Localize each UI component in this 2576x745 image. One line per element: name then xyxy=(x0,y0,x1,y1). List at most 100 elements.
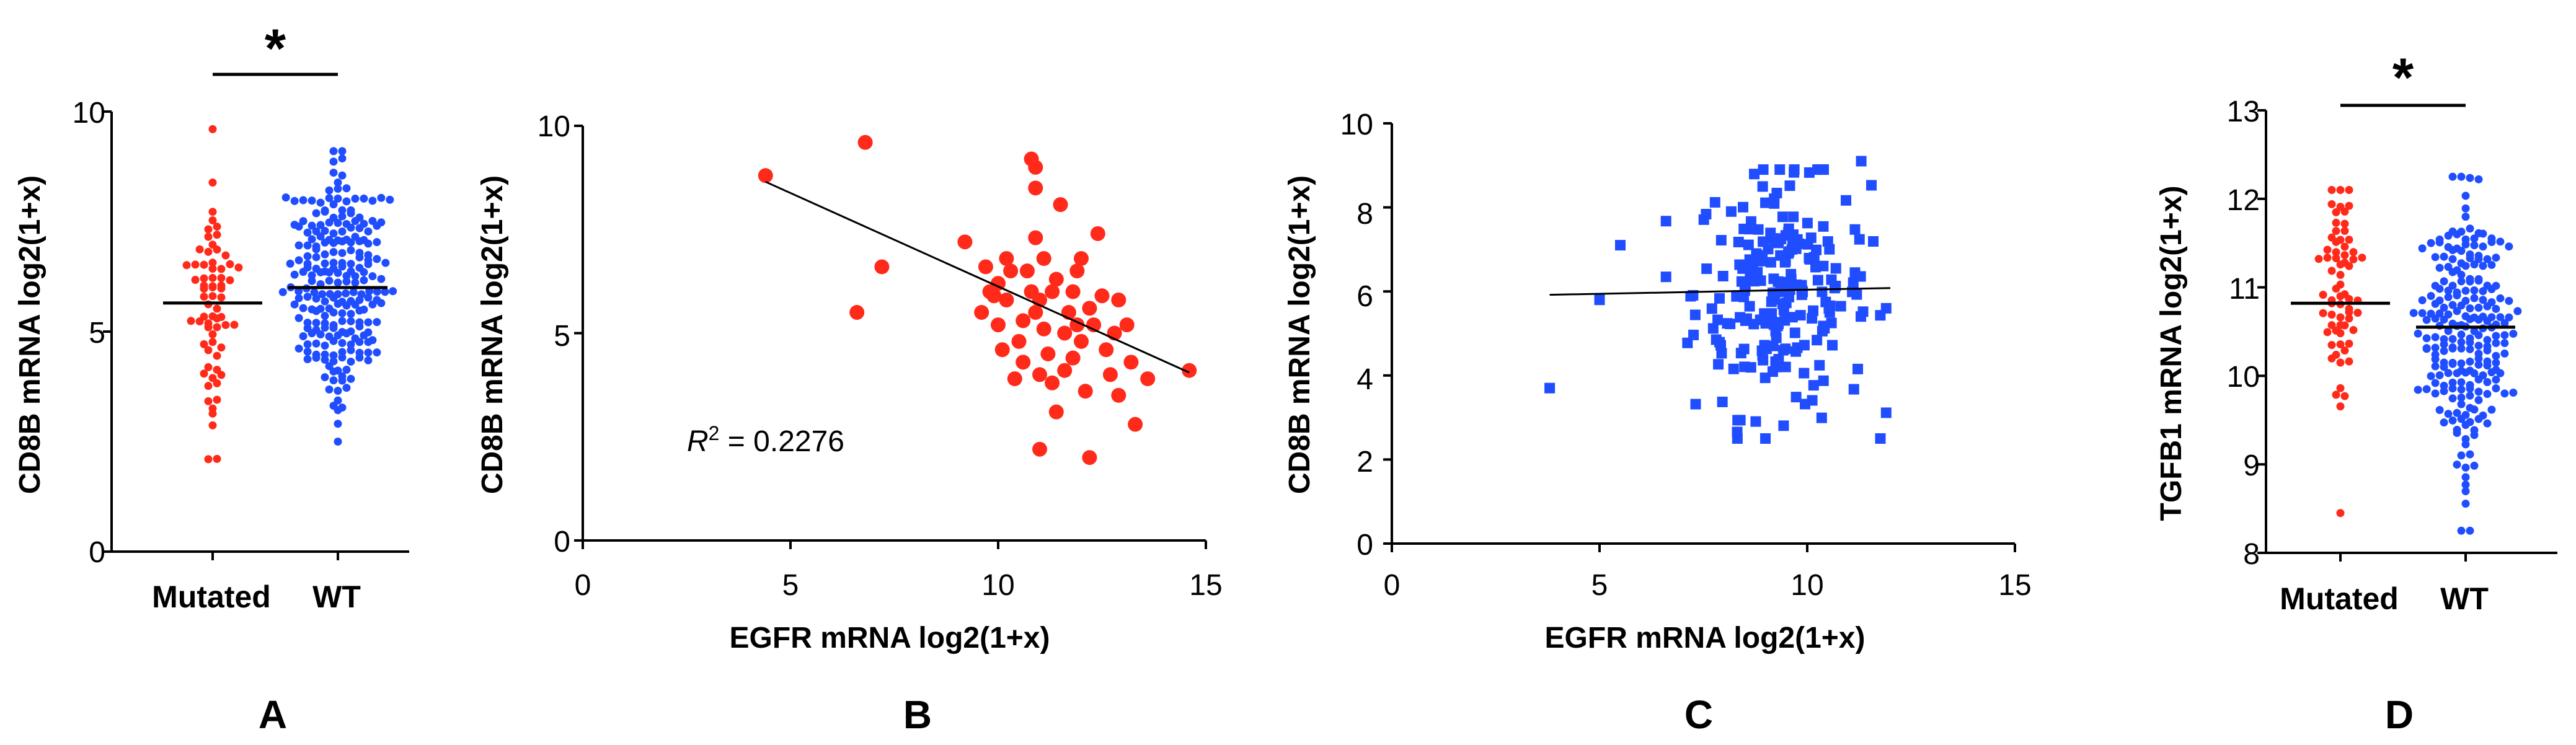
data-point xyxy=(1748,319,1759,330)
panel-d-medians xyxy=(2291,301,2515,329)
data-point xyxy=(2440,418,2448,427)
panel-a-chart: 0 5 10 Mutated WT CD8B mRNA log2(1+x) * xyxy=(14,17,409,614)
data-point xyxy=(2448,416,2457,425)
data-point xyxy=(2448,384,2457,393)
data-point xyxy=(290,270,299,279)
data-point xyxy=(2431,343,2440,352)
data-point xyxy=(2470,405,2479,414)
data-point xyxy=(294,314,303,322)
data-point xyxy=(2457,451,2466,460)
data-point xyxy=(991,317,1006,333)
data-point xyxy=(364,293,373,302)
data-point xyxy=(2431,389,2440,398)
data-point xyxy=(1857,306,1869,317)
data-point xyxy=(2466,345,2474,353)
panel-b-fit-line xyxy=(765,180,1190,374)
data-point xyxy=(204,225,213,234)
data-point xyxy=(1032,367,1047,382)
data-point xyxy=(364,318,373,327)
data-point xyxy=(2332,227,2340,236)
data-point xyxy=(2466,391,2474,400)
data-point xyxy=(1826,274,1837,285)
data-point xyxy=(377,275,386,283)
data-point xyxy=(386,195,394,204)
data-point xyxy=(2500,319,2509,327)
data-point xyxy=(1759,340,1770,351)
data-point xyxy=(2461,240,2470,249)
data-point xyxy=(1795,310,1806,321)
data-point xyxy=(1775,279,1786,290)
data-point xyxy=(1735,348,1746,359)
data-point xyxy=(2327,200,2336,208)
data-point xyxy=(1682,337,1693,348)
data-point xyxy=(351,272,360,281)
data-point xyxy=(1780,255,1791,267)
data-point xyxy=(1758,236,1769,247)
data-point xyxy=(2457,172,2466,181)
panel-d-ytick-0: 8 xyxy=(2243,538,2260,571)
data-point xyxy=(1818,221,1829,232)
data-point xyxy=(974,305,989,320)
data-point xyxy=(303,355,312,363)
data-point xyxy=(195,317,204,325)
data-point xyxy=(2332,208,2340,216)
data-point xyxy=(2466,253,2474,262)
panel-d-category-wt: WT xyxy=(2440,581,2489,616)
data-point xyxy=(334,178,342,187)
data-point xyxy=(338,237,347,246)
data-point xyxy=(2474,276,2483,285)
panel-b-points xyxy=(758,134,1197,465)
data-point xyxy=(2336,292,2345,301)
data-point xyxy=(1792,234,1803,245)
data-point xyxy=(334,420,342,428)
data-point xyxy=(204,247,213,256)
data-point xyxy=(1094,288,1110,304)
data-point xyxy=(230,320,239,329)
data-point xyxy=(2509,389,2518,397)
data-point xyxy=(329,200,338,209)
data-point xyxy=(2500,339,2509,348)
data-point xyxy=(2492,304,2500,313)
data-point xyxy=(312,294,321,303)
data-point xyxy=(303,241,312,250)
data-point xyxy=(195,245,204,253)
data-point xyxy=(1082,301,1097,316)
data-point xyxy=(2461,204,2470,213)
data-point xyxy=(308,221,316,230)
data-point xyxy=(310,288,319,297)
data-point xyxy=(2496,237,2505,246)
data-point xyxy=(2466,315,2474,324)
panel-c-xtick-3: 15 xyxy=(1998,569,2031,602)
data-point xyxy=(2505,313,2513,322)
data-point xyxy=(2422,345,2431,353)
data-point xyxy=(1753,224,1764,235)
data-point xyxy=(355,253,364,262)
data-point xyxy=(1714,293,1725,304)
panel-a-ytick-2: 10 xyxy=(73,97,105,130)
data-point xyxy=(2457,526,2466,535)
data-point xyxy=(316,330,325,338)
data-point xyxy=(1685,291,1696,302)
data-point xyxy=(355,338,364,346)
data-point xyxy=(347,357,355,366)
panel-b-ytick-2: 10 xyxy=(538,110,570,143)
data-point xyxy=(278,288,287,296)
data-point xyxy=(2431,314,2440,323)
data-point xyxy=(200,293,208,301)
data-point xyxy=(2487,285,2496,294)
data-point xyxy=(1777,211,1788,223)
data-point xyxy=(986,288,1002,304)
data-point xyxy=(334,268,342,277)
data-point xyxy=(208,409,217,418)
data-point xyxy=(303,340,312,349)
data-point xyxy=(2483,361,2492,370)
data-point xyxy=(2448,246,2457,255)
data-point xyxy=(2461,213,2470,221)
data-point xyxy=(1688,329,1699,340)
data-point xyxy=(2332,218,2340,227)
data-point xyxy=(978,259,993,275)
data-point xyxy=(2314,255,2323,263)
data-point xyxy=(2332,284,2340,293)
data-point xyxy=(338,206,347,214)
data-point xyxy=(338,249,347,257)
